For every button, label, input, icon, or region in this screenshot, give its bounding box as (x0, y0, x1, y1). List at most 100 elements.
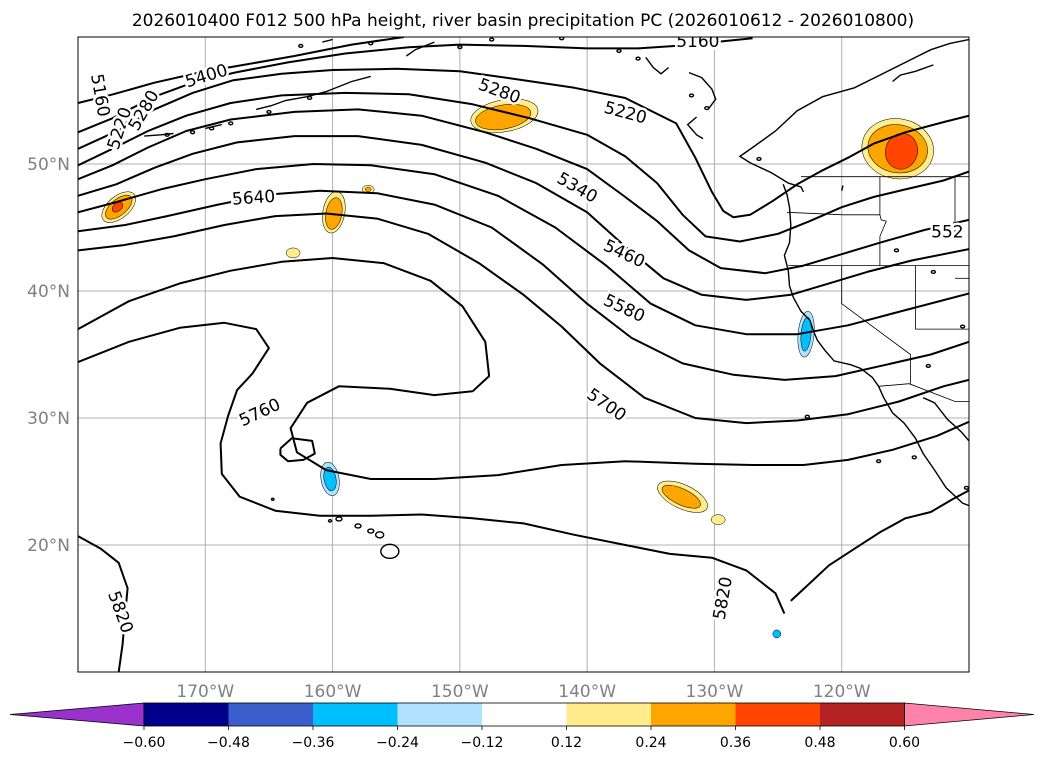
island-outline (893, 248, 900, 253)
border-line (841, 265, 911, 384)
island-outline (635, 56, 641, 61)
y-tick-label: 30°N (27, 409, 70, 429)
coastline (738, 38, 969, 193)
island-outline (488, 37, 495, 42)
colorbar-segment (313, 703, 398, 726)
colorbar-tick-label: −0.12 (461, 735, 504, 751)
colorbar-segment (651, 703, 736, 726)
coastline (205, 123, 222, 130)
contour-label: 5820 (710, 575, 737, 621)
height-contour-line (78, 135, 969, 301)
precip-feature-core (111, 202, 123, 213)
contour-label: 5220 (602, 98, 649, 129)
island-outline (374, 531, 385, 539)
chart-title: 2026010400 F012 500 hPa height, river ba… (132, 11, 914, 31)
island-outline (228, 121, 234, 126)
colorbar-segment (566, 703, 651, 726)
coastline (782, 184, 969, 507)
coastline (892, 64, 934, 83)
x-tick-label: 140°W (558, 682, 616, 702)
island-outline (756, 156, 762, 162)
height-contour-line (790, 489, 969, 602)
island-outline (925, 363, 931, 369)
coastline (841, 185, 844, 191)
island-outline (688, 93, 695, 98)
island-outline (367, 528, 375, 534)
colorbar-segment (482, 703, 567, 726)
island-outline (911, 455, 917, 460)
x-tick-label: 120°W (813, 682, 871, 702)
island-outline (930, 269, 937, 275)
colorbar-tick-label: −0.24 (376, 735, 419, 751)
precip-feature (475, 103, 532, 131)
y-tick-label: 20°N (27, 536, 70, 556)
y-tick-label: 40°N (27, 282, 70, 302)
y-tick-label: 50°N (27, 155, 70, 175)
height-contour-line (78, 37, 405, 104)
coastline (322, 38, 333, 43)
border-line (786, 211, 880, 216)
height-contour-line (78, 321, 786, 615)
border-line (915, 265, 969, 330)
border-line (879, 176, 887, 266)
island-outline (335, 516, 343, 522)
coastline (108, 137, 123, 141)
contour-label: 5820 (103, 589, 137, 636)
precip-feature (364, 187, 372, 192)
x-tick-label: 150°W (431, 682, 489, 702)
island-outline (616, 48, 622, 54)
border-line (878, 383, 969, 402)
island-outline (298, 43, 304, 48)
island-outline (457, 45, 463, 50)
axis-ticks: 170°W 160°W 150°W 140°W 130°W 120°W 20°N 30°N 40… (27, 155, 871, 702)
height-contour-line (78, 67, 969, 219)
contour-label: 5400 (183, 60, 230, 92)
precip-shading (101, 98, 934, 639)
colorbar-segment (397, 703, 482, 726)
coastlines (108, 37, 969, 560)
contour-label: 5760 (236, 395, 284, 431)
island-outline (189, 130, 196, 135)
height-contour-line (78, 189, 969, 381)
island-outline (327, 518, 333, 523)
colorbar-tick-label: −0.60 (123, 735, 166, 751)
height-contour-line (78, 257, 969, 480)
colorbar-extend-high (904, 702, 1035, 727)
colorbar: −0.60 −0.48 −0.36 −0.24 −0.12 0.12 0.24 0.36 0.4… (9, 702, 1035, 751)
precip-feature-light (285, 247, 301, 259)
colorbar-tick-label: 0.60 (889, 735, 920, 751)
colorbar-tick-label: 0.24 (635, 735, 666, 751)
island-outline (963, 485, 969, 490)
precip-feature (661, 485, 701, 509)
colorbar-tick-label: −0.36 (292, 735, 335, 751)
coastline (405, 41, 435, 57)
colorbar-tick-label: 0.36 (720, 735, 751, 751)
height-contour-line (78, 37, 753, 134)
colorbar-tick-label: −0.48 (207, 735, 250, 751)
colorbar-frame (143, 702, 905, 727)
island-outline (266, 109, 272, 115)
contour-label: 5700 (583, 385, 630, 426)
island-outline (306, 95, 313, 101)
colorbar-segment (735, 703, 820, 726)
island-outline (558, 37, 565, 41)
island-outline (164, 132, 170, 137)
island-outline (959, 324, 966, 329)
island-outline (875, 459, 882, 464)
colorbar-tick-label: 0.48 (804, 735, 835, 751)
island-outline (270, 497, 275, 501)
height-contours (78, 37, 969, 672)
height-contour-line (78, 91, 969, 243)
x-tick-label: 130°W (686, 682, 744, 702)
contour-label: 5640 (231, 187, 276, 210)
island-outline (380, 543, 400, 560)
colorbar-segment (144, 703, 229, 726)
precip-feature-negative (772, 629, 782, 639)
coastline (256, 75, 371, 111)
precip-feature-negative (323, 466, 337, 492)
height-contour-line (78, 108, 969, 275)
colorbar-segment (228, 703, 313, 726)
political-borders (786, 176, 969, 402)
